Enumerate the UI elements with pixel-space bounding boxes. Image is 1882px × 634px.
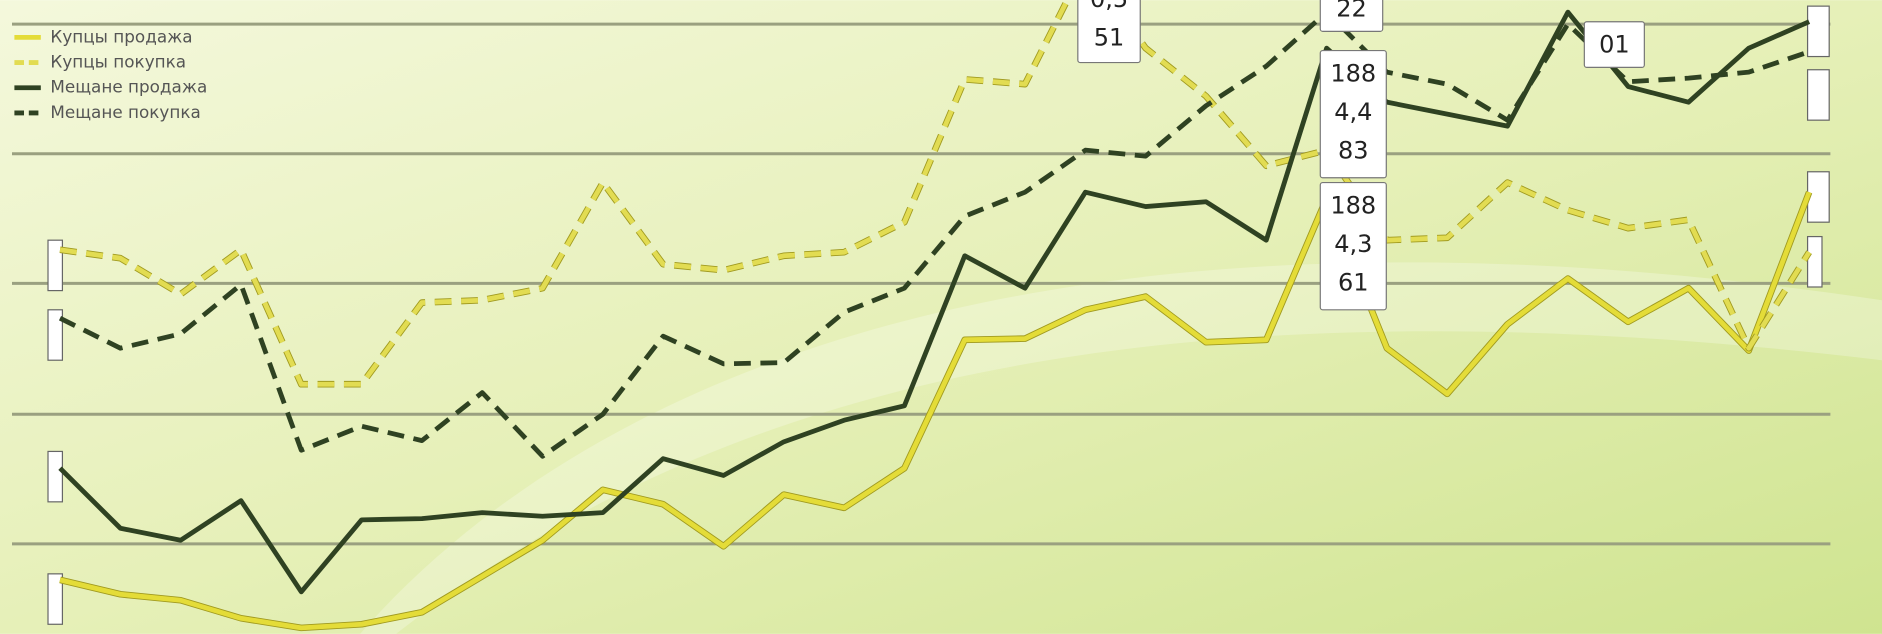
marker (47, 450, 64, 503)
annotation-box (1319, 49, 1387, 179)
plot (58, 0, 1813, 632)
series-line (58, 9, 1810, 459)
annotation-text: 01 (1599, 31, 1630, 59)
legend: Купцы продажа Купцы покупка Мещане продажа… (14, 26, 207, 122)
legend-label: Мещане продажа (50, 77, 207, 97)
annotation-text: 4,3 (1334, 230, 1372, 258)
legend-label: Купцы продажа (50, 26, 192, 46)
series-markers (47, 5, 1830, 625)
annotation-box (1583, 21, 1645, 68)
annotation-text: 61 (1338, 268, 1369, 296)
marker (47, 239, 64, 292)
legend-label: Мещане покупка (50, 102, 200, 122)
annotation-text: 83 (1338, 136, 1369, 164)
background-swoosh (360, 262, 1882, 634)
annotation-box (1077, 0, 1141, 64)
annotation-text: 51 (1094, 24, 1125, 52)
series-line (59, 0, 1812, 387)
annotation-text: 188 (1330, 60, 1376, 88)
grid (12, 22, 1831, 546)
marker (1806, 235, 1823, 288)
marker (47, 573, 64, 625)
annotation-box (1319, 0, 1384, 32)
annotation-text: 4,4 (1334, 98, 1372, 126)
annotation-text: 0,5 (1090, 0, 1128, 13)
marker (1806, 69, 1830, 121)
marker (1806, 5, 1830, 58)
series-line (59, 191, 1812, 631)
annotation-text: 188 (1330, 192, 1376, 220)
annotations: 0,5 51 22 188 4,4 83 188 4,3 61 01 (1077, 0, 1645, 311)
marker (47, 309, 64, 361)
annotation-text: 22 (1336, 0, 1367, 23)
legend-label: Купцы покупка (50, 52, 186, 72)
annotation-box (1319, 181, 1387, 311)
